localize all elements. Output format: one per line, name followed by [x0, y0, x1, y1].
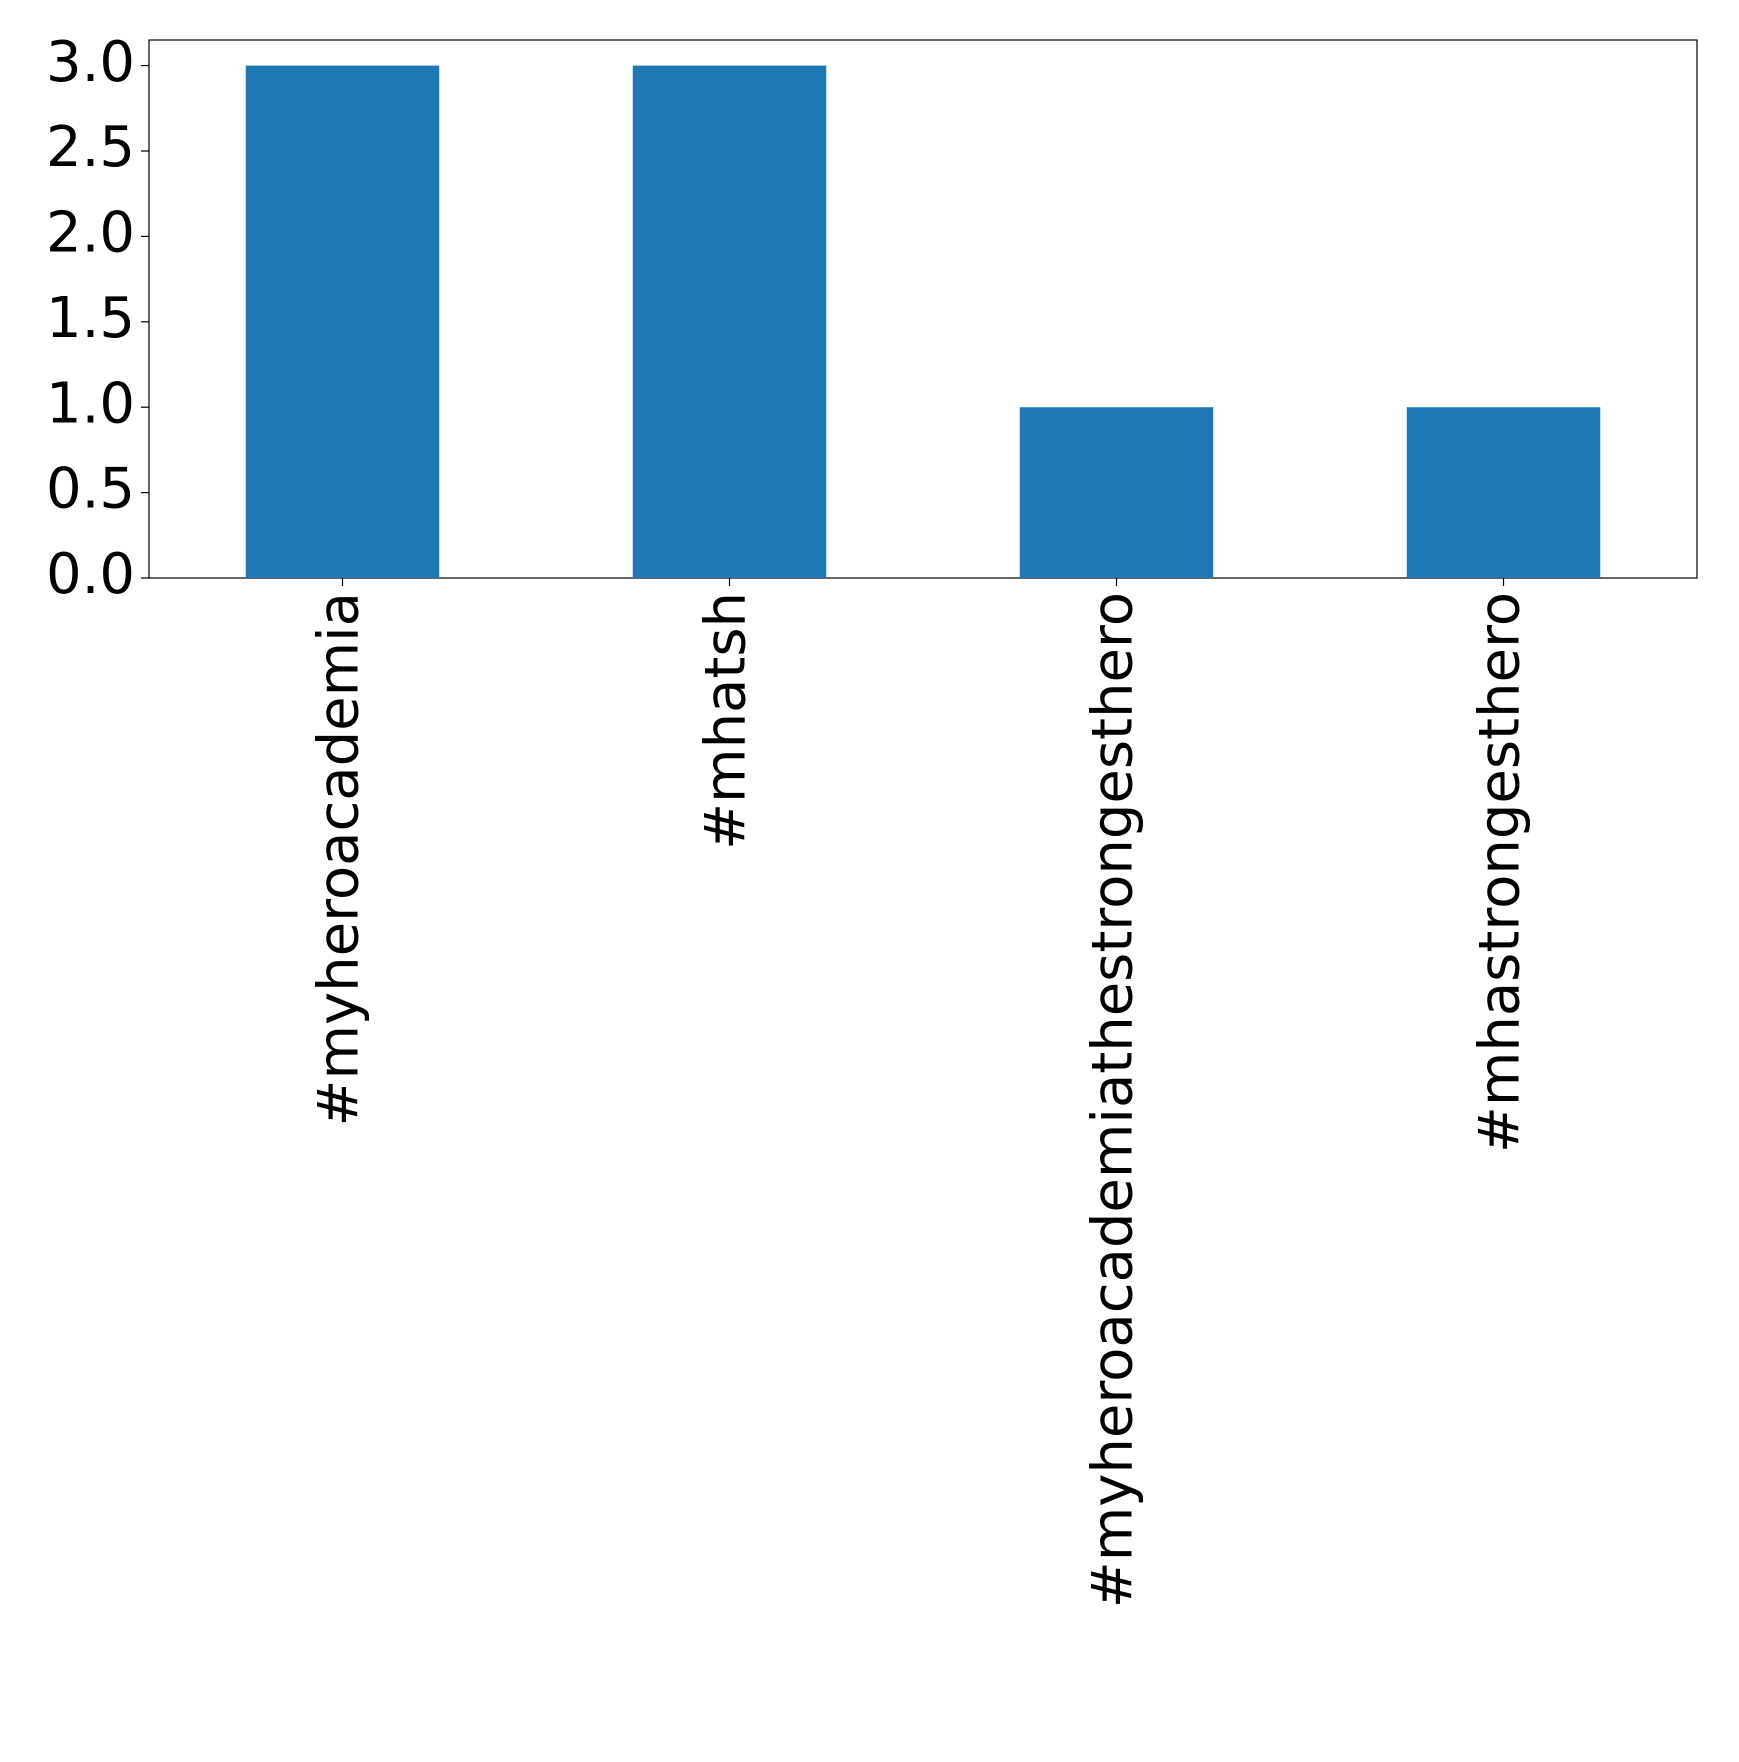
- bar: [632, 65, 827, 579]
- y-tick-label: 3.0: [46, 30, 135, 95]
- plot-frame: [148, 39, 1698, 579]
- y-tick-label: 2.0: [46, 201, 135, 266]
- bar: [245, 65, 440, 579]
- y-tick-label: 2.5: [46, 115, 135, 180]
- x-tick-label: #myheroacademia: [307, 592, 372, 1126]
- bar: [1406, 407, 1601, 578]
- y-tick-label: 0.0: [46, 542, 135, 607]
- y-tick-label: 0.5: [46, 457, 135, 522]
- y-tick-label: 1.0: [46, 371, 135, 436]
- y-tick-label: 1.5: [46, 286, 135, 351]
- x-tick-label: #mhastrongesthero: [1468, 592, 1533, 1153]
- x-tick-label: #myheroacademiathestrongesthero: [1081, 592, 1146, 1608]
- x-tick-label: #mhatsh: [694, 592, 759, 850]
- bar: [1019, 407, 1214, 578]
